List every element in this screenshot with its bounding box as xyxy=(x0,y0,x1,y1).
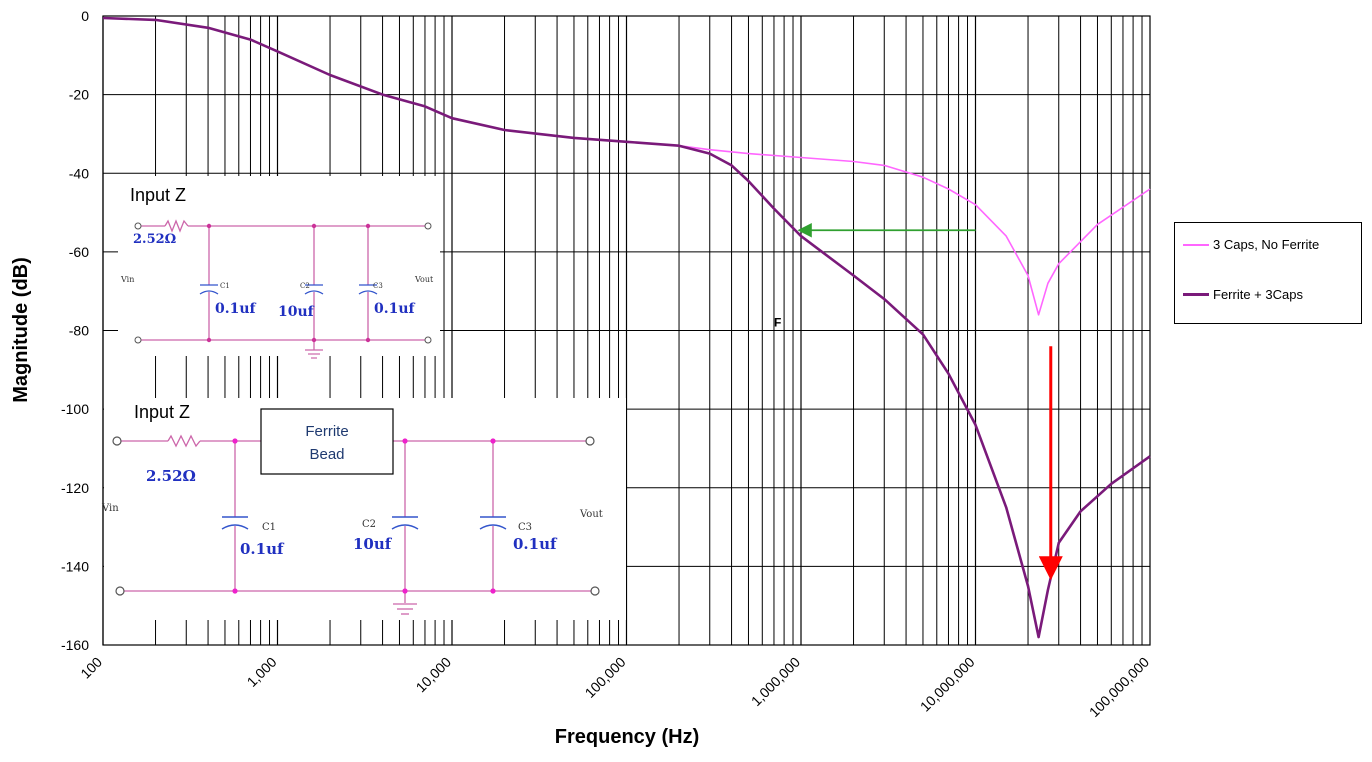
schematic-top-vout-label: Vout xyxy=(414,275,434,284)
ferrite-bead-label-line1: Ferrite xyxy=(305,423,348,440)
x-tick-label: 100,000,000 xyxy=(1086,654,1153,721)
y-tick-label: -160 xyxy=(61,637,89,653)
y-tick-label: -40 xyxy=(69,165,89,181)
x-tick-label: 10,000 xyxy=(413,654,455,696)
series-layer xyxy=(102,16,1151,639)
schematic-bottom-vin-label: Vin xyxy=(101,503,119,514)
y-tick-label: -140 xyxy=(61,558,89,574)
schematic-bottom-title: Input Z xyxy=(134,402,190,422)
legend-label-3caps: 3 Caps, No Ferrite xyxy=(1213,237,1320,252)
annotation-text: F xyxy=(774,316,781,330)
x-axis-title: Frequency (Hz) xyxy=(555,726,699,748)
x-tick-label: 1,000,000 xyxy=(748,654,804,710)
y-tick-label: -20 xyxy=(69,87,89,103)
schematic-top-resistor-label: 2.52Ω xyxy=(133,232,176,247)
ferrite-bead-box xyxy=(260,408,394,475)
legend: 3 Caps, No Ferrite Ferrite + 3Caps xyxy=(1174,222,1362,324)
y-tick-label: -80 xyxy=(69,323,89,339)
x-tick-label: 100 xyxy=(77,654,105,682)
x-tick-label: 100,000 xyxy=(582,654,629,701)
schematic-top-vin-label: Vin xyxy=(120,275,134,284)
plot-frame xyxy=(102,15,1151,646)
y-tick-label: 0 xyxy=(81,8,89,24)
y-tick-label: -120 xyxy=(61,480,89,496)
x-tick-label: 10,000,000 xyxy=(917,654,978,715)
schematic-bottom-c2-value: 10uf xyxy=(353,535,393,553)
ferrite-bead-label-line2: Bead xyxy=(309,446,344,463)
annotation-layer: F xyxy=(774,223,1063,581)
legend-item-3caps: 3 Caps, No Ferrite xyxy=(1183,237,1319,252)
schematic-top-c1-name: C1 xyxy=(220,282,230,290)
y-tick-label: -100 xyxy=(61,401,89,417)
legend-swatch-3caps xyxy=(1183,243,1209,246)
legend-item-ferrite: Ferrite + 3Caps xyxy=(1183,287,1303,302)
schematic-top-background xyxy=(118,176,440,356)
schematic-bottom-c3-value: 0.1uf xyxy=(513,535,558,553)
schematic-bottom-c1-name: C1 xyxy=(262,522,276,533)
y-axis-title: Magnitude (dB) xyxy=(10,257,32,403)
schematic-top-c1-value: 0.1uf xyxy=(215,301,257,317)
schematic-top-c2-value: 10uf xyxy=(278,304,315,320)
legend-label-ferrite: Ferrite + 3Caps xyxy=(1213,287,1303,302)
x-tick-label: 1,000 xyxy=(244,654,280,690)
schematic-bottom-c1-value: 0.1uf xyxy=(240,540,285,558)
schematic-top-c3-name: C3 xyxy=(373,282,383,290)
schematic-bottom-resistor-label: 2.52Ω xyxy=(146,467,196,485)
schematic-bottom-vout-label: Vout xyxy=(579,509,603,520)
schematic-inset-top: Input Z xyxy=(118,176,440,359)
schematic-bottom-c3-name: C3 xyxy=(518,522,532,533)
y-tick-label: -60 xyxy=(69,244,89,260)
schematic-bottom-c2-name: C2 xyxy=(362,519,376,530)
schematic-top-c3-value: 0.1uf xyxy=(374,301,416,317)
schematic-top-title: Input Z xyxy=(130,185,186,205)
legend-swatch-ferrite xyxy=(1183,293,1209,296)
series-line-2 xyxy=(102,16,1151,639)
schematic-top-c2-name: C2 xyxy=(300,282,310,290)
schematic-inset-bottom: Input Z xyxy=(101,398,626,620)
